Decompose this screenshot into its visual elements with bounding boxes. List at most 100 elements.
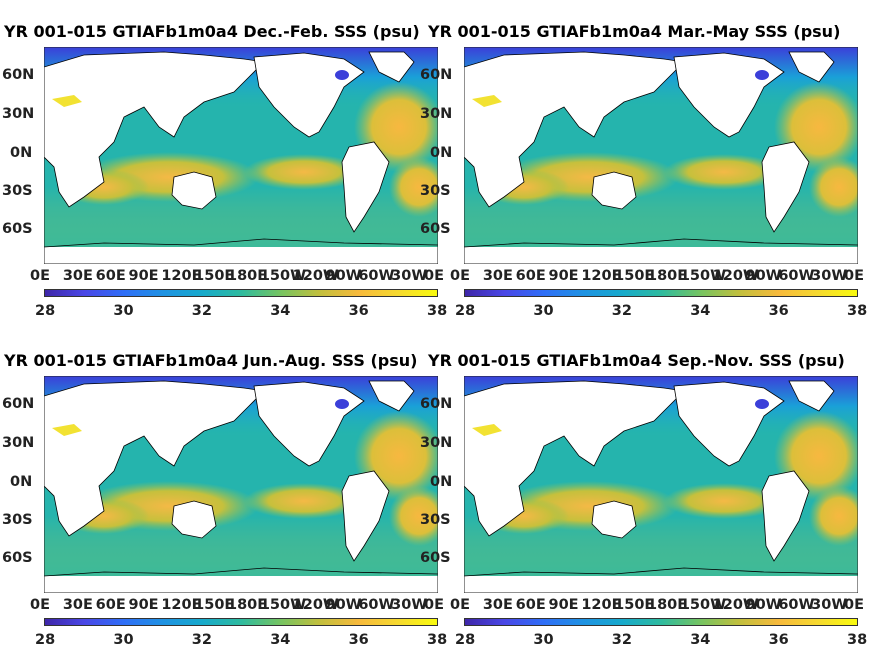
lon-tick: 30E [482,597,513,613]
colorbar-tick: 38 [847,303,868,319]
lon-tick: 90E [128,268,159,284]
lon-tick: 150E [194,268,235,284]
lon-tick: 0E [450,597,470,613]
lat-tick: 30N [2,106,35,122]
lon-tick: 60E [515,597,546,613]
colorbar-tick: 36 [348,632,369,648]
lat-tick: 0N [430,145,453,161]
lon-tick: 30W [391,268,428,284]
colorbar [44,289,438,297]
lon-tick: 90W [745,597,782,613]
lat-tick: 60S [420,550,451,566]
lon-tick: 60W [778,597,815,613]
colorbar-tick: 32 [611,303,632,319]
lon-tick: 60E [95,268,126,284]
colorbar-tick: 30 [533,632,554,648]
lat-tick: 30S [2,183,33,199]
lon-tick: 180E [647,597,688,613]
colorbar-tick: 38 [427,303,448,319]
colorbar-tick: 36 [768,632,789,648]
lon-tick: 90W [325,268,362,284]
lon-tick: 180E [227,268,268,284]
lon-tick: 0E [844,268,864,284]
panel-title: YR 001-015 GTIAFb1m0a4 Sep.-Nov. SSS (ps… [428,351,845,370]
colorbar-tick: 28 [455,303,476,319]
lon-tick: 180E [647,268,688,284]
colorbar [464,289,858,297]
lon-tick: 150W [679,268,727,284]
lon-tick: 150W [259,597,307,613]
colorbar-tick: 30 [113,303,134,319]
lat-tick: 0N [10,145,33,161]
lon-tick: 60W [358,597,395,613]
lat-tick: 30N [2,435,35,451]
lon-tick: 0E [844,597,864,613]
lon-tick: 90W [325,597,362,613]
lon-tick: 150E [194,597,235,613]
lon-tick: 0E [450,268,470,284]
lon-tick: 0E [424,268,444,284]
lon-tick: 30W [811,268,848,284]
panel-title: YR 001-015 GTIAFb1m0a4 Dec.-Feb. SSS (ps… [4,22,420,41]
lon-tick: 90E [548,597,579,613]
lat-tick: 0N [10,474,33,490]
lon-tick: 60E [515,268,546,284]
lon-tick: 120E [581,597,622,613]
colorbar-tick: 36 [348,303,369,319]
lon-tick: 150E [614,268,655,284]
lon-tick: 150W [259,268,307,284]
lat-tick: 60N [420,396,453,412]
lat-tick: 60N [2,67,35,83]
lat-tick: 60N [420,67,453,83]
colorbar-tick: 36 [768,303,789,319]
colorbar-tick: 28 [35,632,56,648]
colorbar-tick: 30 [113,632,134,648]
lon-tick: 90E [128,597,159,613]
lon-tick: 120E [581,268,622,284]
lat-tick: 60S [420,221,451,237]
lon-tick: 30E [482,268,513,284]
lat-tick: 60S [2,221,33,237]
colorbar-tick: 34 [690,303,711,319]
colorbar-tick: 32 [611,632,632,648]
colorbar-tick: 30 [533,303,554,319]
lon-tick: 60E [95,597,126,613]
lon-tick: 90E [548,268,579,284]
lon-tick: 30E [62,597,93,613]
lon-tick: 180E [227,597,268,613]
colorbar-tick: 32 [191,632,212,648]
salinity-map [464,47,858,264]
lon-tick: 0E [30,268,50,284]
lat-tick: 30N [420,106,453,122]
colorbar-tick: 28 [35,303,56,319]
lon-tick: 120E [161,597,202,613]
colorbar [44,618,438,626]
lon-tick: 60W [358,268,395,284]
colorbar-tick: 34 [270,303,291,319]
lon-tick: 30W [391,597,428,613]
lat-tick: 30S [2,512,33,528]
salinity-map [464,376,858,593]
lat-tick: 30N [420,435,453,451]
colorbar-tick: 38 [427,632,448,648]
lat-tick: 30S [420,183,451,199]
lon-tick: 120W [712,268,759,284]
colorbar-tick: 28 [455,632,476,648]
lon-tick: 90W [745,268,782,284]
lon-tick: 120E [161,268,202,284]
salinity-map [44,47,438,264]
lon-tick: 0E [30,597,50,613]
salinity-map [44,376,438,593]
lon-tick: 150W [679,597,727,613]
lon-tick: 120W [292,268,339,284]
panel-title: YR 001-015 GTIAFb1m0a4 Mar.-May SSS (psu… [428,22,841,41]
lat-tick: 0N [430,474,453,490]
lon-tick: 150E [614,597,655,613]
colorbar-tick: 32 [191,303,212,319]
colorbar-tick: 38 [847,632,868,648]
lon-tick: 120W [292,597,339,613]
colorbar-tick: 34 [270,632,291,648]
lat-tick: 60S [2,550,33,566]
panel-title: YR 001-015 GTIAFb1m0a4 Jun.-Aug. SSS (ps… [4,351,418,370]
lon-tick: 60W [778,268,815,284]
